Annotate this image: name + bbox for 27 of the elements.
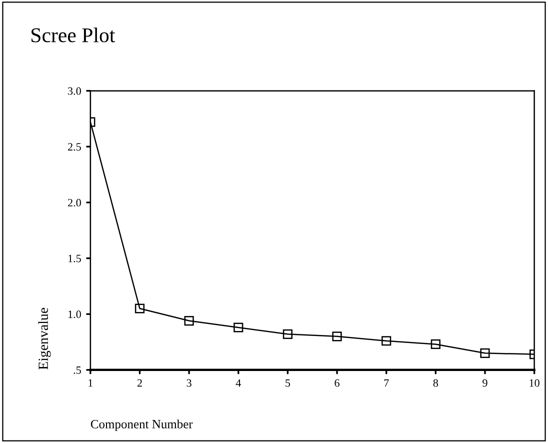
y-tick-label: 2.5 — [68, 143, 81, 151]
x-tick-label: 7 — [384, 379, 389, 387]
y-tick-label: 1.0 — [68, 310, 81, 318]
point — [430, 339, 440, 350]
x-tick-label: 3 — [186, 379, 192, 387]
x-tick-label: 6 — [334, 379, 340, 387]
chart-title: Scree Plot — [32, 28, 116, 42]
x-tick-label: 1 — [88, 379, 93, 387]
point — [480, 348, 490, 358]
point — [382, 336, 392, 346]
x-tick-label: 2 — [137, 379, 142, 387]
y-axis-title: Eigenvalue — [38, 308, 51, 370]
point — [234, 322, 244, 332]
x-tick-label: 8 — [433, 379, 438, 387]
point — [134, 304, 145, 314]
point — [332, 332, 342, 342]
point — [184, 316, 194, 326]
y-tick-label: 2.0 — [68, 198, 81, 206]
y-tick-label: 3.0 — [68, 87, 81, 95]
x-tick-label: 5 — [286, 379, 290, 387]
y-tick-label: 1.5 — [68, 254, 81, 262]
x-tick-label: 10 — [530, 379, 540, 387]
point — [282, 329, 292, 339]
x-tick-label: 4 — [236, 379, 241, 387]
y-tick-label: .5 — [74, 366, 81, 374]
x-tick-label: 9 — [482, 379, 488, 387]
x-axis-title: Component Number — [90, 420, 193, 431]
